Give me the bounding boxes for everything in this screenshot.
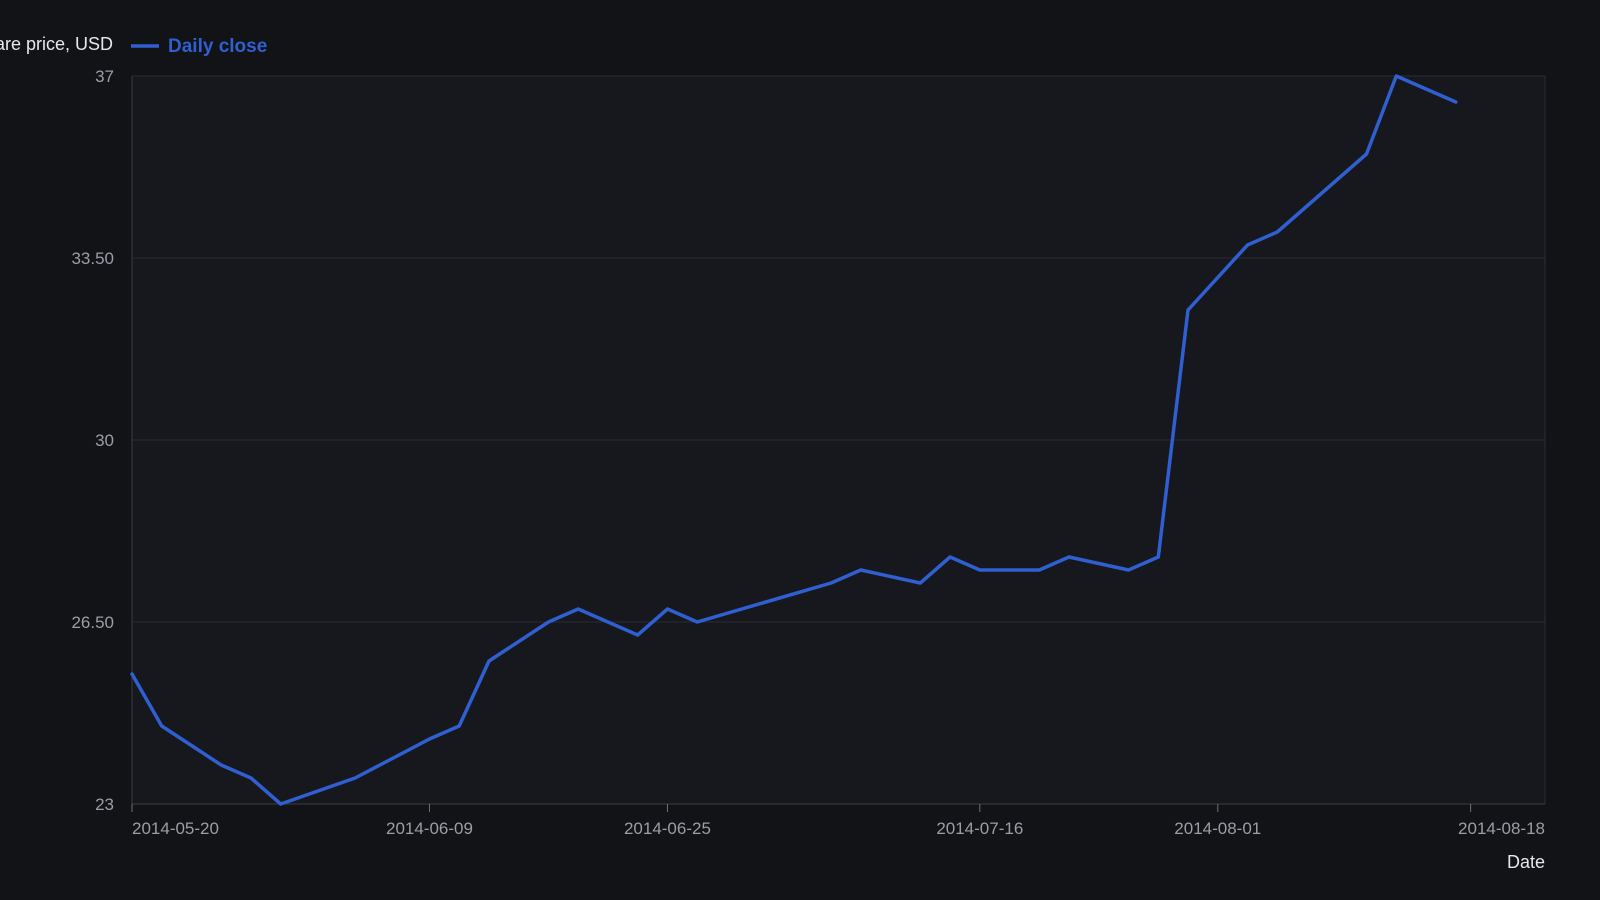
y-tick-label: 37: [95, 67, 114, 86]
x-tick-label: 2014-08-01: [1174, 819, 1261, 838]
x-tick-label: 2014-08-18: [1458, 819, 1545, 838]
x-tick-label: 2014-06-25: [624, 819, 711, 838]
y-axis-title: Share price, USD: [0, 34, 113, 54]
x-tick-label: 2014-06-09: [386, 819, 473, 838]
series-line-daily-close[interactable]: [130, 74, 1458, 806]
legend[interactable]: Daily close: [131, 36, 267, 57]
y-tick-label: 26.50: [71, 613, 114, 632]
axes: [131, 76, 1546, 805]
y-axis-ticks: 23 26.50 30 33.50 37: [71, 67, 114, 814]
x-tick-label: 2014-07-16: [936, 819, 1023, 838]
series-layer: [130, 74, 1458, 806]
y-tick-label: 30: [95, 431, 114, 450]
legend-label-daily-close: Daily close: [168, 36, 267, 57]
x-axis-ticks: 2014-05-20 2014-06-09 2014-06-25 2014-07-16…: [131, 804, 1545, 838]
x-axis-title: Date: [1507, 852, 1545, 872]
y-tick-label: 33.50: [71, 249, 114, 268]
y-tick-label: 23: [95, 795, 114, 814]
x-tick-label: 2014-05-20: [132, 819, 219, 838]
